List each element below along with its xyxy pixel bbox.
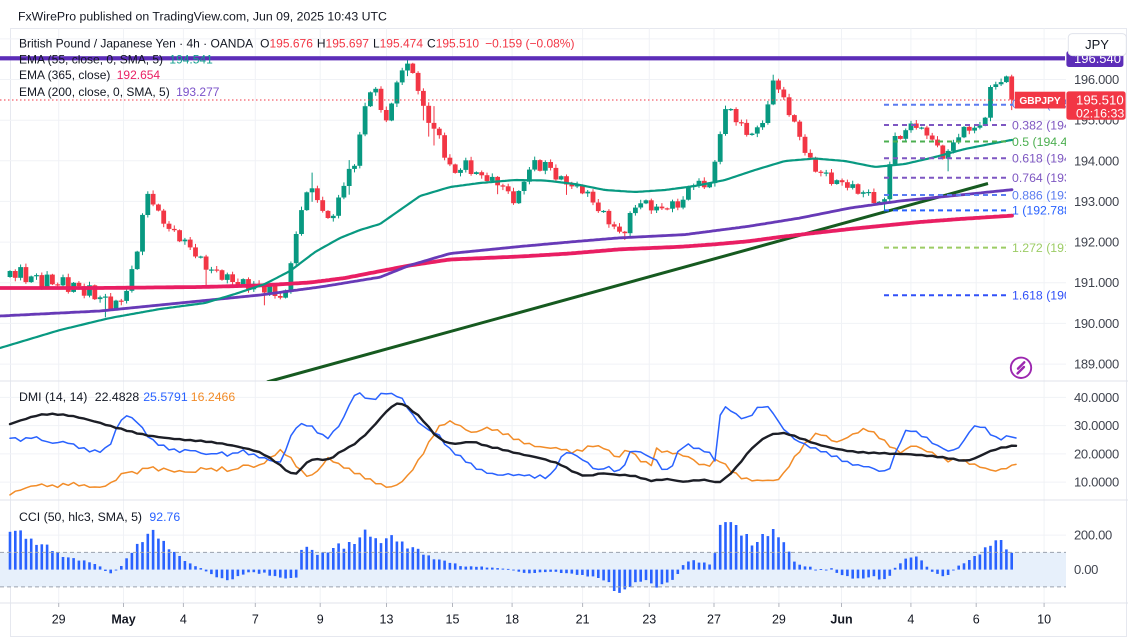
svg-text:27: 27: [707, 613, 721, 627]
svg-text:May: May: [111, 613, 135, 627]
svg-text:192.000: 192.000: [1074, 235, 1119, 250]
svg-text:7: 7: [252, 613, 259, 627]
svg-text:GBPJPY: GBPJPY: [1019, 96, 1061, 107]
svg-text:02:16:33: 02:16:33: [1076, 106, 1124, 120]
svg-text:0.382 (194.889): 0.382 (194.889): [1012, 118, 1099, 132]
svg-text:0.5 (194.488): 0.5 (194.488): [1012, 135, 1085, 149]
svg-text:194.000: 194.000: [1074, 153, 1119, 168]
svg-text:190.000: 190.000: [1074, 316, 1119, 331]
svg-text:British Pound / Japanese Yen ·: British Pound / Japanese Yen · 4h · OAND…: [19, 37, 574, 51]
svg-text:Jun: Jun: [830, 613, 852, 627]
svg-text:1.618 (190.687): 1.618 (190.687): [1012, 289, 1099, 303]
svg-text:195.510: 195.510: [1076, 92, 1124, 107]
svg-text:0.618 (194.087): 0.618 (194.087): [1012, 152, 1099, 166]
svg-text:1.272 (191.863): 1.272 (191.863): [1012, 241, 1099, 255]
svg-text:EMA (55, close, 0, SMA, 5) 194: EMA (55, close, 0, SMA, 5) 194.541: [19, 52, 213, 66]
svg-text:193.000: 193.000: [1074, 194, 1119, 209]
svg-text:21: 21: [576, 613, 590, 627]
svg-text:40.0000: 40.0000: [1074, 390, 1119, 405]
svg-text:18: 18: [505, 613, 519, 627]
svg-text:189.000: 189.000: [1074, 357, 1119, 372]
svg-text:4: 4: [180, 613, 187, 627]
svg-text:15: 15: [446, 613, 460, 627]
svg-text:29: 29: [772, 613, 786, 627]
svg-text:0.886 (193.176): 0.886 (193.176): [1012, 188, 1099, 202]
svg-text:JPY: JPY: [1085, 37, 1109, 52]
svg-text:CCI (50, hlc3, SMA, 5) 92.76: CCI (50, hlc3, SMA, 5) 92.76: [19, 510, 180, 524]
svg-text:23: 23: [642, 613, 656, 627]
svg-text:29: 29: [52, 613, 66, 627]
svg-text:10: 10: [1037, 613, 1051, 627]
svg-text:EMA (200, close, 0, SMA, 5) 19: EMA (200, close, 0, SMA, 5) 193.277: [19, 85, 220, 99]
svg-text:30.0000: 30.0000: [1074, 418, 1119, 433]
svg-text:0.764 (193.591): 0.764 (193.591): [1012, 171, 1099, 185]
svg-text:200.00: 200.00: [1074, 528, 1112, 543]
svg-text:FxWirePro published on Trading: FxWirePro published on TradingView.com, …: [18, 10, 387, 24]
svg-text:0.00: 0.00: [1074, 562, 1098, 577]
svg-text:EMA (365, close) 192.654: EMA (365, close) 192.654: [19, 68, 160, 82]
svg-text:9: 9: [317, 613, 324, 627]
svg-text:13: 13: [380, 613, 394, 627]
svg-text:196.000: 196.000: [1074, 72, 1119, 87]
svg-text:4: 4: [907, 613, 914, 627]
svg-text:6: 6: [973, 613, 980, 627]
svg-text:1 (192.788): 1 (192.788): [1012, 204, 1075, 218]
svg-text:20.0000: 20.0000: [1074, 446, 1119, 461]
svg-text:10.0000: 10.0000: [1074, 475, 1119, 490]
svg-text:191.000: 191.000: [1074, 275, 1119, 290]
